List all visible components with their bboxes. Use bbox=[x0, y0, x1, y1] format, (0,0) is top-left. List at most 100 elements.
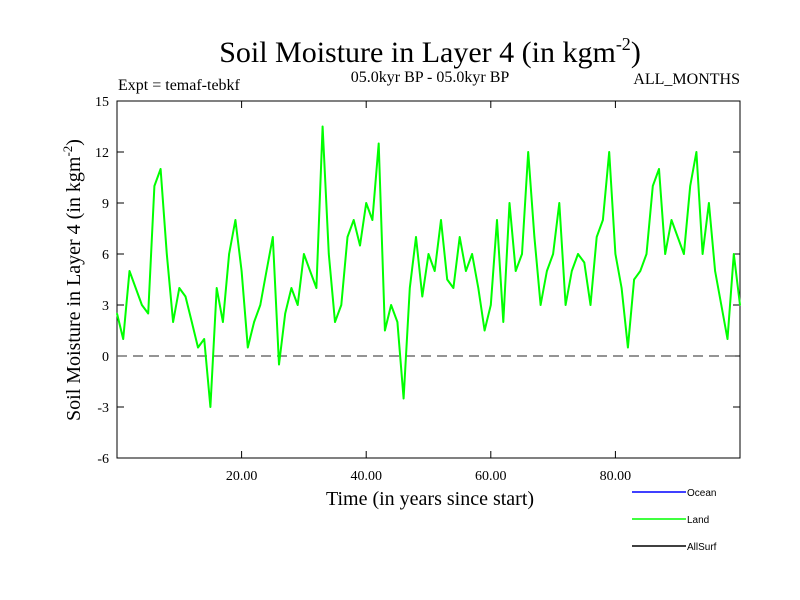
data-point bbox=[315, 287, 318, 289]
data-point bbox=[340, 304, 343, 306]
x-tick-label: 60.00 bbox=[475, 469, 507, 484]
data-point bbox=[633, 278, 635, 281]
data-point bbox=[558, 202, 561, 204]
x-axis: 20.00 40.00 60.00 80.00 bbox=[226, 101, 631, 484]
data-point bbox=[652, 185, 654, 187]
data-point bbox=[122, 338, 124, 340]
data-point bbox=[502, 321, 505, 323]
data-point bbox=[371, 219, 374, 221]
data-point bbox=[303, 253, 305, 255]
chart-title-main: Soil Moisture in Layer 4 (in kgm bbox=[219, 36, 616, 69]
y-axis-label-superscript: -2 bbox=[60, 146, 75, 157]
data-point bbox=[384, 329, 386, 332]
data-point bbox=[191, 321, 193, 323]
data-point bbox=[134, 287, 137, 289]
chart-title-superscript: -2 bbox=[616, 34, 631, 54]
data-point bbox=[733, 253, 735, 255]
plot-frame bbox=[116, 100, 741, 459]
data-point bbox=[546, 270, 548, 272]
data-point bbox=[452, 287, 455, 289]
legend-label-land: Land bbox=[687, 515, 709, 526]
data-point bbox=[377, 142, 380, 145]
series-layer bbox=[116, 125, 741, 408]
legend: Ocean Land AllSurf bbox=[632, 488, 717, 553]
data-point bbox=[328, 253, 330, 255]
data-point bbox=[234, 219, 237, 221]
data-point bbox=[128, 270, 131, 272]
y-tick-label: -3 bbox=[97, 401, 109, 416]
data-point bbox=[683, 253, 685, 255]
y-axis-label: Soil Moisture in Layer 4 (in kgm-2) bbox=[60, 139, 85, 421]
data-point bbox=[720, 304, 723, 306]
data-point bbox=[739, 304, 741, 306]
data-point bbox=[602, 219, 604, 221]
data-point bbox=[527, 151, 529, 153]
x-axis-label: Time (in years since start) bbox=[326, 488, 534, 510]
data-point bbox=[166, 253, 168, 255]
legend-label-allsurf: AllSurf bbox=[687, 542, 717, 553]
data-point bbox=[409, 287, 411, 289]
data-point bbox=[614, 253, 617, 255]
data-point bbox=[147, 312, 149, 315]
data-point bbox=[595, 236, 598, 238]
data-point bbox=[365, 202, 368, 204]
y-tick-label: -6 bbox=[97, 452, 109, 467]
data-point bbox=[153, 185, 156, 187]
data-point bbox=[290, 287, 293, 289]
data-point bbox=[714, 270, 716, 272]
data-point bbox=[215, 287, 218, 289]
data-point bbox=[184, 295, 187, 298]
y-axis-label-main: Soil Moisture in Layer 4 (in kgm bbox=[63, 156, 85, 421]
data-point bbox=[695, 151, 698, 153]
y-tick-label: 3 bbox=[102, 299, 109, 314]
data-point bbox=[433, 270, 436, 272]
data-point bbox=[203, 338, 205, 340]
data-point bbox=[421, 295, 424, 298]
data-point bbox=[583, 261, 586, 264]
data-point bbox=[589, 304, 592, 306]
data-point bbox=[458, 236, 461, 238]
x-tick-label: 20.00 bbox=[226, 469, 258, 484]
data-point bbox=[222, 321, 224, 323]
data-point bbox=[247, 346, 249, 349]
data-point bbox=[272, 236, 274, 238]
data-point bbox=[265, 270, 268, 272]
subtitle-period: 05.0kyr BP - 05.0kyr BP bbox=[351, 69, 510, 86]
data-point bbox=[552, 253, 554, 255]
data-point bbox=[689, 185, 691, 187]
y-axis: -6 -3 0 3 6 9 12 15 bbox=[95, 95, 740, 467]
subtitle-months: ALL_MONTHS bbox=[633, 71, 740, 88]
legend-label-ocean: Ocean bbox=[687, 488, 716, 499]
data-point bbox=[321, 125, 324, 128]
data-point bbox=[334, 321, 336, 323]
x-tick-label: 40.00 bbox=[350, 469, 382, 484]
data-point bbox=[390, 304, 392, 306]
data-point bbox=[228, 253, 230, 255]
data-point bbox=[141, 304, 143, 306]
data-point bbox=[240, 270, 243, 272]
data-point bbox=[490, 304, 492, 306]
y-tick-label: 0 bbox=[102, 350, 109, 365]
data-point bbox=[627, 346, 629, 349]
data-point bbox=[620, 287, 623, 289]
data-point bbox=[284, 312, 287, 315]
series-line-land bbox=[116, 125, 741, 408]
data-point bbox=[253, 321, 255, 323]
data-point bbox=[440, 219, 442, 221]
data-point bbox=[278, 363, 280, 366]
data-point bbox=[296, 304, 299, 306]
data-point bbox=[726, 338, 729, 340]
data-point bbox=[664, 253, 666, 255]
data-point bbox=[577, 253, 579, 255]
data-point bbox=[396, 321, 399, 323]
data-point bbox=[708, 202, 710, 204]
data-point bbox=[496, 219, 498, 221]
data-point bbox=[533, 236, 536, 238]
data-point bbox=[514, 270, 517, 272]
data-point bbox=[209, 406, 212, 408]
data-point bbox=[676, 236, 679, 238]
data-point bbox=[483, 329, 486, 332]
y-tick-label: 15 bbox=[95, 95, 109, 110]
data-point bbox=[477, 287, 480, 289]
